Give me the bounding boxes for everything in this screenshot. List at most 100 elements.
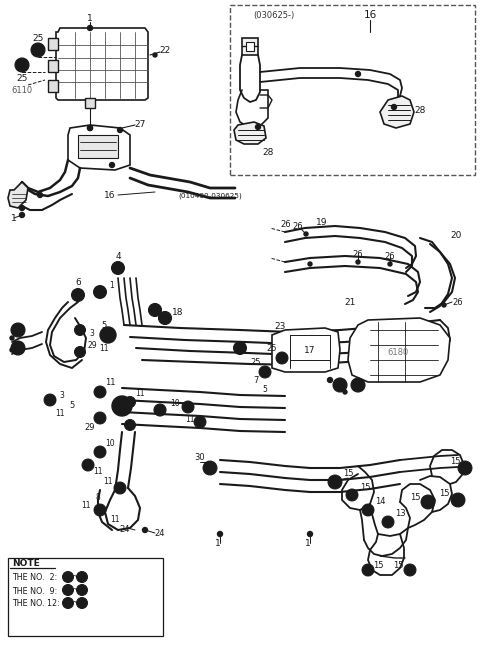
- Text: 26: 26: [353, 249, 363, 258]
- Circle shape: [362, 504, 374, 516]
- Circle shape: [351, 378, 365, 392]
- Text: 4: 4: [75, 291, 81, 300]
- Text: 25: 25: [16, 74, 28, 83]
- Text: 1: 1: [109, 280, 114, 289]
- Text: 4: 4: [115, 251, 121, 260]
- Text: 8: 8: [128, 397, 132, 406]
- Circle shape: [382, 516, 394, 528]
- Text: 25: 25: [251, 357, 261, 366]
- Circle shape: [182, 401, 194, 413]
- Circle shape: [31, 43, 45, 57]
- Text: 26: 26: [453, 298, 463, 306]
- Text: 16: 16: [104, 191, 115, 200]
- Text: 26: 26: [281, 220, 291, 229]
- Circle shape: [333, 378, 347, 392]
- Circle shape: [118, 127, 122, 132]
- Text: 25: 25: [267, 344, 277, 353]
- Circle shape: [153, 53, 157, 57]
- Text: B: B: [35, 45, 41, 54]
- Circle shape: [94, 286, 107, 298]
- Text: ~: ~: [72, 585, 79, 594]
- Text: 12: 12: [347, 490, 357, 499]
- Text: 3: 3: [97, 287, 102, 297]
- Circle shape: [276, 352, 288, 364]
- Text: B: B: [152, 306, 158, 315]
- Text: 12: 12: [405, 565, 415, 574]
- Circle shape: [194, 416, 206, 428]
- Polygon shape: [56, 28, 148, 100]
- Text: NOTE: NOTE: [12, 559, 40, 567]
- Text: 11: 11: [105, 377, 115, 386]
- Circle shape: [74, 324, 85, 335]
- Text: 11: 11: [205, 463, 215, 472]
- Text: 5: 5: [263, 386, 267, 395]
- Circle shape: [356, 72, 360, 76]
- Text: 12: 12: [363, 565, 373, 574]
- Text: 6180: 6180: [387, 348, 408, 357]
- Text: 8: 8: [97, 388, 102, 397]
- Circle shape: [308, 532, 312, 536]
- Circle shape: [15, 58, 29, 72]
- Polygon shape: [272, 328, 340, 372]
- Circle shape: [158, 408, 162, 412]
- Text: 7: 7: [253, 375, 259, 384]
- Circle shape: [20, 205, 24, 211]
- Text: (010430-030625): (010430-030625): [178, 193, 242, 199]
- Text: 2: 2: [116, 264, 120, 273]
- Text: 10: 10: [170, 399, 180, 408]
- Polygon shape: [48, 38, 58, 50]
- Circle shape: [111, 262, 124, 275]
- Circle shape: [87, 125, 93, 130]
- Circle shape: [327, 377, 333, 382]
- Circle shape: [94, 386, 106, 398]
- Text: 8: 8: [85, 461, 90, 470]
- Circle shape: [44, 394, 56, 406]
- Circle shape: [62, 572, 73, 583]
- Text: 5: 5: [70, 401, 74, 410]
- Text: 8: 8: [118, 483, 122, 492]
- Text: 5: 5: [101, 320, 107, 329]
- Circle shape: [304, 232, 308, 236]
- Text: 9: 9: [78, 348, 83, 357]
- Text: 15: 15: [450, 457, 460, 466]
- Text: 15: 15: [410, 494, 420, 503]
- Circle shape: [82, 459, 94, 471]
- Circle shape: [87, 125, 93, 130]
- Text: 11: 11: [110, 516, 120, 525]
- Circle shape: [442, 303, 446, 307]
- Circle shape: [346, 489, 358, 501]
- Polygon shape: [68, 125, 130, 170]
- Text: 28: 28: [262, 147, 274, 156]
- Text: 20: 20: [450, 231, 462, 240]
- Circle shape: [255, 125, 261, 129]
- Circle shape: [458, 461, 472, 475]
- Text: 14: 14: [375, 497, 385, 506]
- Text: A: A: [19, 61, 25, 70]
- Circle shape: [76, 585, 87, 596]
- Text: 21: 21: [344, 298, 356, 306]
- Text: 11: 11: [125, 421, 135, 430]
- Text: 10: 10: [95, 448, 105, 457]
- Polygon shape: [48, 80, 58, 92]
- Text: 1: 1: [305, 539, 311, 548]
- Circle shape: [343, 390, 347, 394]
- Text: ~: ~: [72, 572, 79, 581]
- Text: D: D: [355, 380, 361, 390]
- Bar: [8, 558, 163, 636]
- Text: 17: 17: [304, 346, 316, 355]
- Circle shape: [392, 105, 396, 110]
- Text: 12: 12: [453, 495, 463, 505]
- Text: 8: 8: [48, 395, 52, 404]
- Text: 15: 15: [393, 561, 403, 570]
- Text: 13: 13: [383, 517, 393, 526]
- Text: 1: 1: [11, 213, 17, 222]
- Circle shape: [451, 493, 465, 507]
- Circle shape: [37, 193, 43, 198]
- Text: 3: 3: [90, 329, 95, 337]
- Text: 25: 25: [32, 34, 44, 43]
- Text: D: D: [15, 344, 21, 353]
- Polygon shape: [246, 42, 254, 51]
- Circle shape: [72, 289, 84, 302]
- Text: 12: 12: [423, 497, 433, 506]
- Text: C: C: [337, 380, 343, 390]
